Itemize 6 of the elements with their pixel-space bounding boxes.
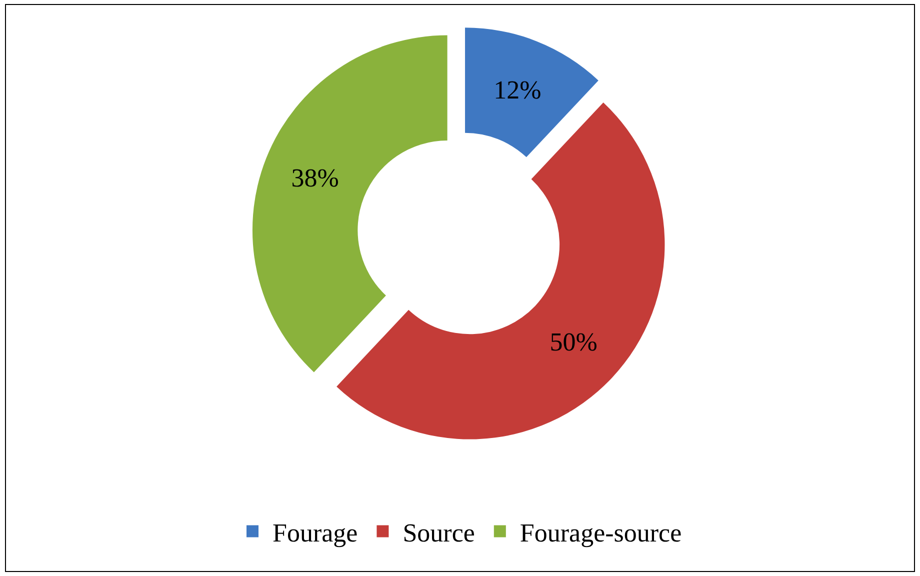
data-label: 12%	[494, 76, 542, 105]
legend-label: Fourage-source	[520, 518, 682, 548]
data-label: 50%	[550, 327, 598, 356]
legend-label: Fourage	[272, 518, 358, 548]
data-label: 38%	[291, 163, 339, 192]
legend-label: Source	[402, 518, 475, 548]
